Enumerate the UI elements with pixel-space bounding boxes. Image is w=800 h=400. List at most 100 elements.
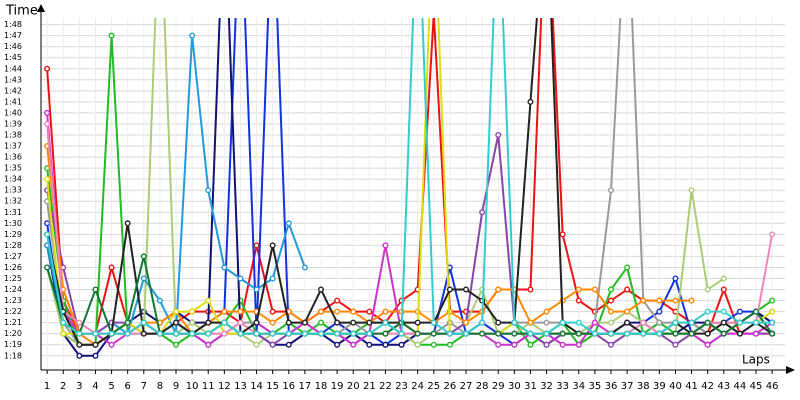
data-point [495, 319, 502, 326]
x-tick-label: 33 [556, 381, 569, 392]
y-tick-label: 1:45 [4, 53, 22, 62]
data-point [318, 286, 325, 293]
data-point [205, 187, 212, 194]
x-tick-label: 28 [476, 381, 489, 392]
x-tick-label: 27 [460, 381, 473, 392]
data-point [382, 319, 389, 326]
data-point [430, 330, 437, 337]
data-point [559, 341, 566, 348]
data-point [591, 319, 598, 326]
data-point [76, 341, 83, 348]
data-point [366, 330, 373, 337]
data-point [495, 330, 502, 337]
y-tick-label: 1:36 [4, 153, 22, 162]
x-tick-label: 34 [572, 381, 585, 392]
data-point [140, 330, 147, 337]
data-point [720, 275, 727, 282]
data-point [398, 341, 405, 348]
data-point [527, 319, 534, 326]
data-point [736, 308, 743, 315]
data-point [704, 308, 711, 315]
y-tick-label: 1:28 [4, 241, 22, 250]
x-tick-label: 6 [124, 381, 130, 392]
data-point [769, 297, 776, 304]
data-point [173, 330, 180, 337]
data-point [591, 286, 598, 293]
data-point [124, 330, 131, 337]
data-point [672, 330, 679, 337]
x-tick-label: 22 [379, 381, 392, 392]
data-point [479, 209, 486, 216]
y-tick-label: 1:18 [4, 351, 22, 360]
data-point [704, 341, 711, 348]
x-tick-label: 25 [427, 381, 440, 392]
y-tick-label: 1:47 [4, 31, 22, 40]
x-tick-label: 2 [60, 381, 66, 392]
data-point [656, 297, 663, 304]
data-point [221, 308, 228, 315]
y-tick-label: 1:34 [4, 175, 22, 184]
y-tick-label: 1:39 [4, 119, 22, 128]
x-tick-label: 18 [315, 381, 328, 392]
x-tick-label: 32 [540, 381, 553, 392]
data-point [92, 341, 99, 348]
data-point [527, 98, 534, 105]
data-point [269, 308, 276, 315]
data-point [688, 297, 695, 304]
data-point [205, 341, 212, 348]
data-point [108, 330, 115, 337]
x-tick-label: 7 [141, 381, 147, 392]
y-tick-label: 1:19 [4, 340, 22, 349]
data-point [398, 330, 405, 337]
y-tick-label: 1:33 [4, 186, 22, 195]
data-point [269, 341, 276, 348]
x-tick-label: 35 [589, 381, 602, 392]
data-point [140, 275, 147, 282]
x-tick-label: 13 [234, 381, 247, 392]
data-point [285, 319, 292, 326]
x-tick-label: 19 [331, 381, 344, 392]
x-tick-label: 26 [444, 381, 457, 392]
data-point [591, 330, 598, 337]
y-tick-label: 1:32 [4, 197, 22, 206]
data-point [479, 319, 486, 326]
data-point [720, 319, 727, 326]
data-point [60, 319, 67, 326]
data-point [334, 341, 341, 348]
y-tick-label: 1:29 [4, 230, 22, 239]
data-point [205, 319, 212, 326]
x-tick-label: 38 [637, 381, 650, 392]
data-point [640, 319, 647, 326]
data-point [446, 330, 453, 337]
data-point [253, 242, 260, 249]
x-tick-label: 4 [92, 381, 98, 392]
data-point [334, 308, 341, 315]
y-tick-label: 1:41 [4, 97, 22, 106]
x-tick-label: 21 [363, 381, 376, 392]
data-point [285, 220, 292, 227]
data-point [414, 341, 421, 348]
data-point [575, 319, 582, 326]
data-point [366, 341, 373, 348]
x-tick-label: 29 [492, 381, 505, 392]
data-point [382, 330, 389, 337]
data-point [688, 187, 695, 194]
data-point [672, 319, 679, 326]
data-point [301, 330, 308, 337]
data-point [543, 330, 550, 337]
data-point [124, 220, 131, 227]
x-tick-label: 45 [750, 381, 763, 392]
data-point [624, 308, 631, 315]
data-point [720, 308, 727, 315]
data-point [495, 341, 502, 348]
data-point [640, 297, 647, 304]
data-point [414, 319, 421, 326]
data-point [543, 319, 550, 326]
data-point [736, 319, 743, 326]
data-point [366, 308, 373, 315]
x-tick-label: 30 [508, 381, 521, 392]
data-point [640, 330, 647, 337]
data-point [608, 319, 615, 326]
data-point [92, 286, 99, 293]
